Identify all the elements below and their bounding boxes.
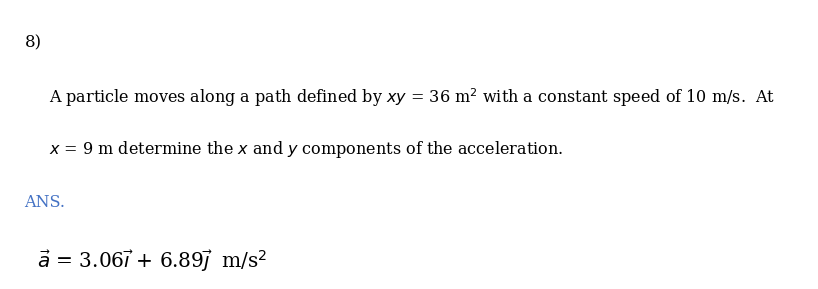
Text: 8): 8) — [25, 35, 42, 52]
Text: $x$ = 9 m determine the $x$ and $y$ components of the acceleration.: $x$ = 9 m determine the $x$ and $y$ comp… — [49, 139, 564, 160]
Text: $\vec{a}$ = 3.06$\vec{\imath}$ + 6.89$\vec{\jmath}$  m/s$^2$: $\vec{a}$ = 3.06$\vec{\imath}$ + 6.89$\v… — [37, 249, 267, 275]
Text: ANS.: ANS. — [25, 194, 65, 211]
Text: A particle moves along a path defined by $xy$ = 36 m$^2$ with a constant speed o: A particle moves along a path defined by… — [49, 87, 775, 110]
